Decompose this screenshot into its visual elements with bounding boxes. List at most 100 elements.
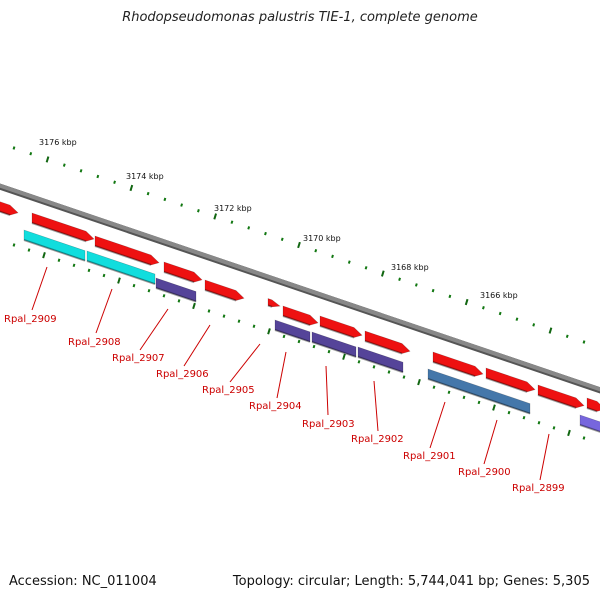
lower-tick xyxy=(432,385,436,389)
upper-tick xyxy=(12,146,16,150)
upper-tick xyxy=(230,220,234,224)
upper-tick xyxy=(45,156,50,163)
lower-tick xyxy=(477,400,481,405)
lower-tick xyxy=(402,375,406,379)
tick-marks xyxy=(12,146,586,440)
gene-labels: Rpal_2909 Rpal_2908 Rpal_2907 Rpal_2906 Rpal… xyxy=(4,314,565,494)
upper-tick xyxy=(498,311,502,316)
kbp-label: 3166 kbp xyxy=(480,291,518,300)
upper-tick xyxy=(431,288,435,293)
gene-reverse xyxy=(23,229,86,262)
gene-label: Rpal_2904 xyxy=(249,401,302,412)
upper-tick xyxy=(414,283,418,287)
upper-tick xyxy=(380,270,385,277)
lower-tick xyxy=(12,243,16,247)
gene-reverse xyxy=(274,319,311,343)
gene-leader-line xyxy=(373,380,379,432)
gene-reverse xyxy=(579,414,600,433)
lower-tick xyxy=(27,248,31,252)
upper-tick xyxy=(62,163,66,167)
upper-tick xyxy=(163,197,167,202)
kbp-label: 3174 kbp xyxy=(126,172,164,181)
lower-tick xyxy=(312,344,316,349)
lower-tick xyxy=(72,263,76,268)
upper-tick xyxy=(582,340,586,344)
gene-leader-line xyxy=(429,401,446,449)
gene-leader-line xyxy=(95,288,113,334)
upper-tick xyxy=(314,248,318,253)
lower-tick xyxy=(207,309,211,313)
upper-tick xyxy=(180,203,184,207)
lower-tick xyxy=(567,429,571,437)
lower-tick xyxy=(552,426,556,430)
lower-tick xyxy=(357,360,361,364)
kbp-label: 3168 kbp xyxy=(391,263,429,272)
gene-forward xyxy=(94,235,160,266)
map-title: Rhodopseudomonas palustris TIE-1, comple… xyxy=(122,10,478,25)
lower-tick xyxy=(252,324,256,328)
accession-label: Accession: NC_011004 xyxy=(9,574,157,589)
lower-tick xyxy=(87,268,91,273)
upper-tick xyxy=(515,317,519,321)
gene-forward xyxy=(485,367,536,393)
lower-tick xyxy=(417,378,421,386)
gene-leader-line xyxy=(483,419,498,465)
lower-tick xyxy=(582,436,586,440)
gene-reverse xyxy=(357,346,404,374)
upper-tick xyxy=(482,306,485,310)
gene-leader-line xyxy=(276,351,287,399)
lower-tick xyxy=(342,353,346,360)
lower-tick xyxy=(237,319,241,323)
lower-tick xyxy=(132,283,136,288)
kbp-label: 3170 kbp xyxy=(303,234,341,243)
gene-label: Rpal_2902 xyxy=(351,434,404,445)
upper-tick xyxy=(113,180,116,184)
gene-label: Rpal_2906 xyxy=(156,369,209,380)
genome-backbone xyxy=(0,183,600,394)
gene-forward xyxy=(432,351,484,378)
lower-tick xyxy=(282,334,286,339)
lower-tick xyxy=(42,251,46,259)
gene-leader-line xyxy=(229,343,261,383)
gene-forward xyxy=(0,201,19,217)
gene-forward xyxy=(31,212,95,243)
topology-summary: Topology: circular; Length: 5,744,041 bp… xyxy=(232,574,590,589)
gene-forward xyxy=(204,279,245,302)
upper-tick xyxy=(297,241,301,249)
upper-tick xyxy=(264,231,267,236)
lower-tick xyxy=(297,339,301,344)
gene-forward xyxy=(163,261,203,284)
gene-track xyxy=(0,201,600,433)
lower-tick xyxy=(177,299,181,303)
gene-forward xyxy=(364,330,411,355)
kbp-label: 3176 kbp xyxy=(39,138,77,147)
lower-tick xyxy=(462,395,466,400)
gene-reverse xyxy=(155,277,197,303)
upper-tick xyxy=(448,294,452,299)
upper-tick xyxy=(29,151,33,156)
gene-label: Rpal_2909 xyxy=(4,314,57,325)
gene-label: Rpal_2901 xyxy=(403,451,456,462)
upper-tick xyxy=(347,260,351,264)
lower-tick xyxy=(492,404,496,411)
gene-forward xyxy=(267,298,281,308)
gene-label: Rpal_2900 xyxy=(458,467,511,478)
upper-tick xyxy=(532,323,536,327)
gene-label: Rpal_2905 xyxy=(202,385,255,396)
lower-tick xyxy=(537,421,541,425)
upper-tick xyxy=(213,213,218,220)
upper-tick xyxy=(280,237,284,242)
label-leader-lines xyxy=(31,266,550,481)
gene-leader-line xyxy=(31,266,48,311)
kbp-label: 3172 kbp xyxy=(214,204,252,213)
gene-leader-line xyxy=(539,433,550,481)
gene-reverse xyxy=(86,250,156,285)
lower-tick xyxy=(57,258,61,262)
lower-tick xyxy=(507,410,511,415)
lower-tick xyxy=(267,328,271,335)
upper-tick xyxy=(565,334,569,339)
gene-label: Rpal_2907 xyxy=(112,353,165,364)
gene-label: Rpal_2903 xyxy=(302,419,355,430)
upper-tick xyxy=(79,169,83,173)
